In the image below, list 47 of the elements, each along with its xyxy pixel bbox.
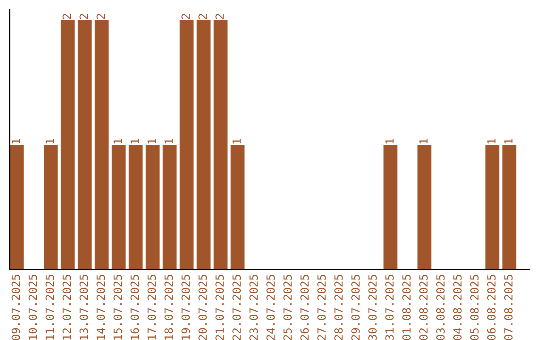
x-tick-label: 30.07.2025 [368,275,377,340]
data-label: 1 [46,139,54,144]
x-tick-label: 26.07.2025 [300,275,310,340]
data-label: 1 [164,139,173,144]
x-tick-label: 25.07.2025 [284,275,292,340]
data-label: 1 [114,139,122,144]
x-tick-label: 03.08.2025 [436,275,445,340]
x-tick-label: 31.07.2025 [386,275,394,340]
x-tick-label: 10.07.2025 [28,275,38,340]
data-label: 1 [232,139,241,144]
x-tick-label: 12.07.2025 [62,275,72,340]
data-label: 1 [148,139,156,144]
data-label: 1 [420,139,428,144]
data-label: 2 [198,14,207,20]
x-tick-label: 11.07.2025 [46,275,54,340]
data-label: 2 [80,14,88,20]
x-tick-label: 01.08.2025 [402,275,411,340]
x-tick-label: 22.07.2025 [232,275,242,340]
data-label: 1 [386,139,394,144]
data-label: 2 [182,14,190,20]
x-tick-label: 09.07.2025 [12,275,20,340]
x-tick-label: 07.08.2025 [504,275,513,340]
x-tick-label: 13.07.2025 [80,275,88,340]
data-label: 1 [504,139,513,144]
x-tick-label: 24.07.2025 [266,275,276,340]
x-tick-label: 14.07.2025 [96,275,106,340]
x-tick-label: 28.07.2025 [334,275,343,340]
x-tick-label: 17.07.2025 [148,275,156,340]
x-tick-label: 15.07.2025 [114,275,122,340]
x-tick-label: 04.08.2025 [454,275,462,340]
x-tick-label: 23.07.2025 [250,275,258,340]
x-tick-label: 02.08.2025 [420,275,428,340]
x-tick-label: 05.08.2025 [470,275,479,340]
x-tick-label: 16.07.2025 [130,275,140,340]
data-label: 1 [488,139,496,144]
data-label: 2 [216,14,224,20]
x-tick-label: 19.07.2025 [182,275,190,340]
x-tick-label: 06.08.2025 [487,275,496,340]
x-tick-label: 21.07.2025 [216,275,224,340]
data-label: 1 [12,139,20,144]
data-label: 2 [96,14,105,20]
x-tick-label: 27.07.2025 [318,275,326,340]
data-label: 2 [62,14,72,20]
x-tick-label: 18.07.2025 [164,275,174,340]
x-tick-label: 29.07.2025 [352,275,360,340]
x-tick-label: 20.07.2025 [198,275,208,340]
data-label: 1 [130,139,139,144]
